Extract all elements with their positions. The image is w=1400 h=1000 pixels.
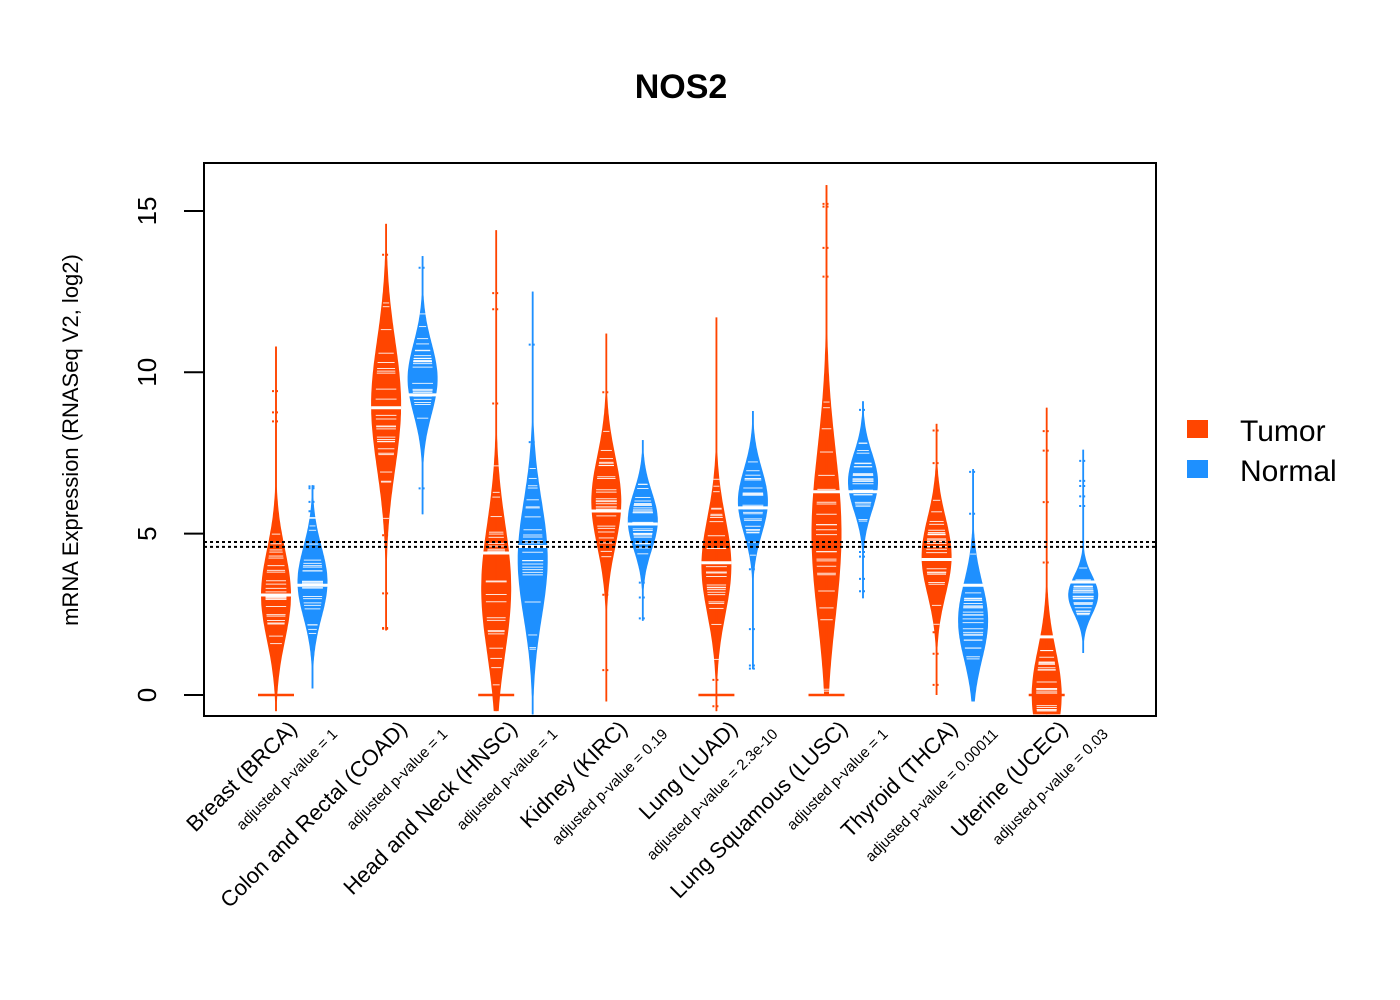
violin-tumor-6 — [808, 185, 845, 697]
y-axis: 0 5 10 15 — [132, 196, 204, 702]
violin-normal-3 — [517, 291, 548, 715]
y-tick-label: 0 — [132, 688, 162, 702]
violin-normal-8 — [1068, 449, 1099, 654]
violin-tumor-1 — [258, 346, 294, 712]
legend-swatch-normal — [1187, 460, 1208, 478]
legend-label-normal: Normal — [1240, 455, 1337, 488]
violin-normal-1 — [297, 485, 328, 689]
legend: Tumor Normal — [1187, 415, 1337, 488]
violin-tumor-5 — [698, 317, 735, 712]
y-tick-label: 10 — [132, 358, 162, 387]
violin-tumor-7 — [921, 423, 952, 695]
violin-tumor-8 — [1028, 407, 1065, 715]
violin-normal-4 — [627, 440, 658, 621]
violin-tumor-3 — [478, 230, 515, 712]
y-tick-label: 5 — [132, 526, 162, 540]
violin-normal-7 — [958, 469, 989, 702]
legend-swatch-tumor — [1187, 420, 1208, 438]
violin-normal-2 — [407, 256, 438, 515]
violin-normal-6 — [848, 401, 878, 599]
violin-tumor-2 — [371, 223, 402, 631]
violin-group — [258, 185, 1099, 715]
y-axis-label: mRNA Expression (RNASeq V2, log2) — [58, 254, 83, 626]
violin-normal-5 — [737, 411, 768, 670]
violin-tumor-4 — [591, 333, 622, 702]
legend-label-tumor: Tumor — [1240, 415, 1326, 448]
reference-lines — [204, 541, 1156, 548]
chart-title: NOS2 — [635, 68, 728, 106]
y-tick-label: 15 — [132, 196, 162, 225]
plot-frame — [203, 162, 1157, 717]
